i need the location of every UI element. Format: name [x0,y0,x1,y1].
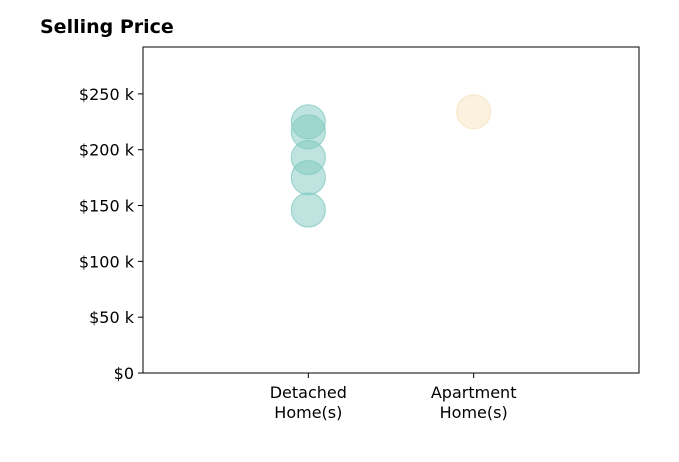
chart-title: Selling Price [40,16,174,38]
y-tick-label: $250 k [79,85,135,104]
x-tick-label: Home(s) [274,403,342,422]
x-tick-label: Home(s) [440,403,508,422]
points-layer [290,94,492,228]
data-point [290,192,326,228]
x-tick-label: Apartment [431,383,517,402]
x-tick-label: Detached [270,383,347,402]
plot-frame [142,46,640,374]
y-tick-label: $50 k [89,308,135,327]
y-tick-label: $200 k [79,141,135,160]
data-point [456,94,492,130]
y-tick-label: $150 k [79,197,135,216]
y-tick-label: $100 k [79,252,135,271]
data-point [290,160,326,196]
y-tick-label: $0 [114,364,134,383]
y-axis: $0 $50 k $100 k $150 k $200 k $250 k [79,85,143,383]
